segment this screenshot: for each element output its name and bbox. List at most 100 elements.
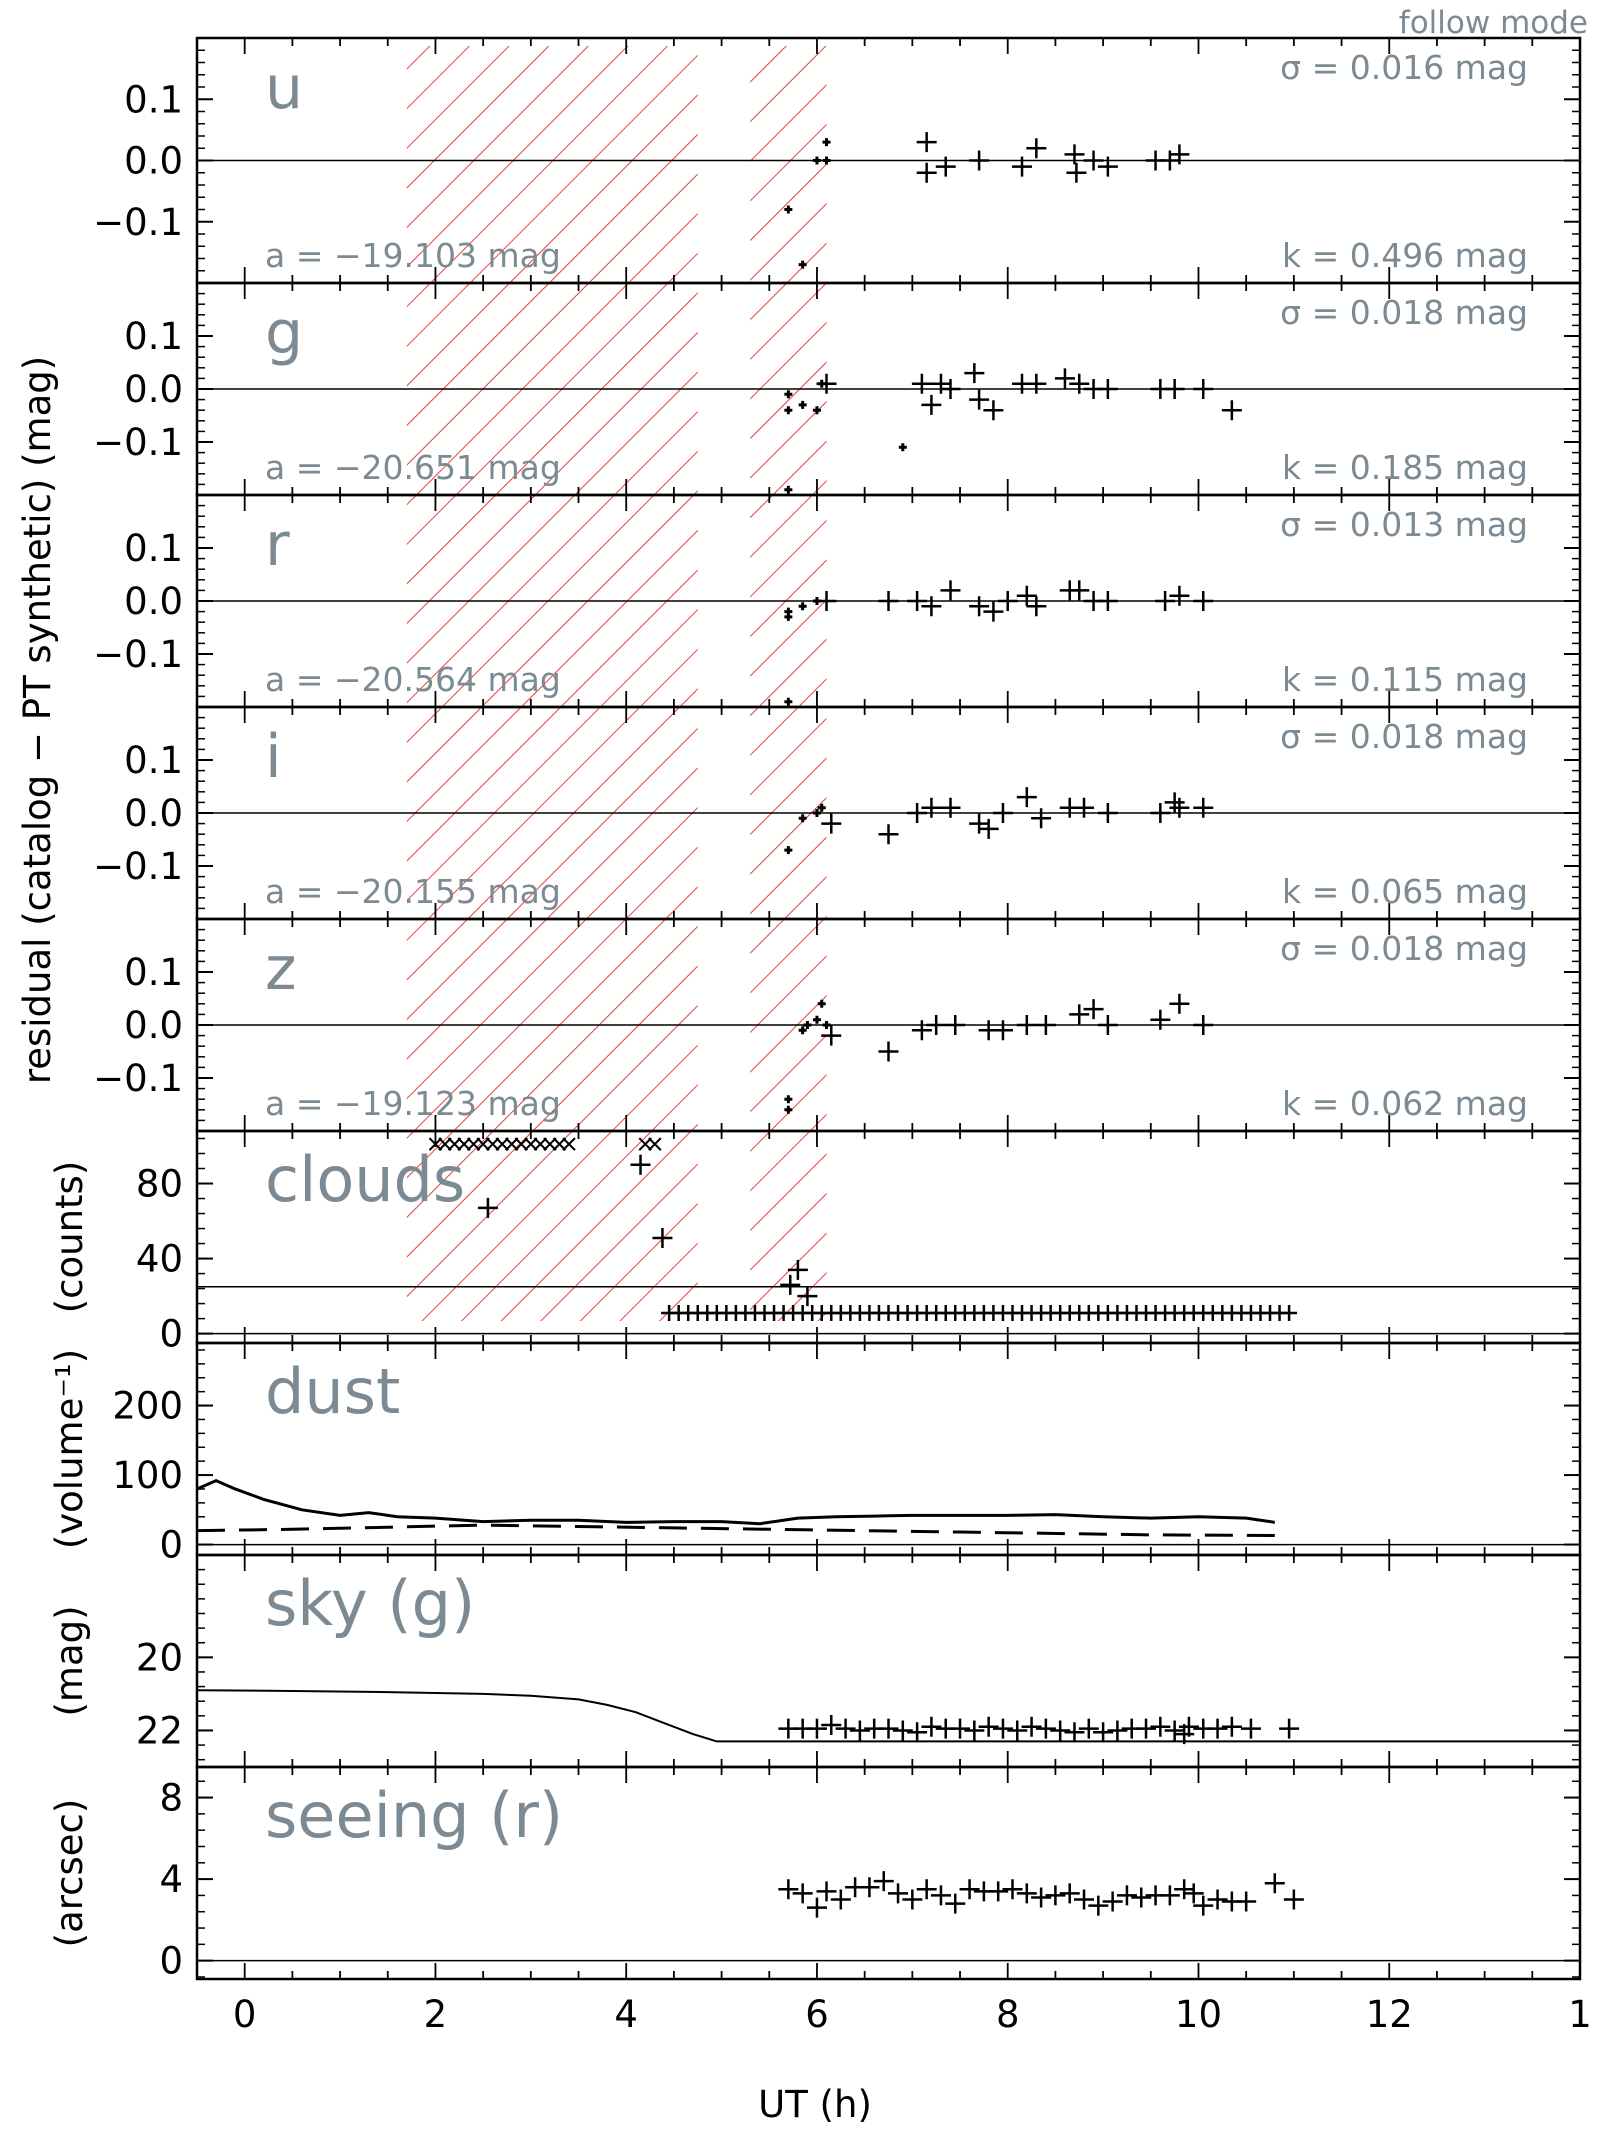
data-point	[1169, 993, 1190, 1014]
panel-label: g	[265, 298, 303, 368]
data-point	[992, 1718, 1013, 1739]
data-point	[1174, 1879, 1195, 1900]
data-point	[1240, 1718, 1261, 1739]
data-point	[806, 1718, 827, 1739]
data-point	[1093, 1722, 1114, 1743]
data-point	[921, 394, 942, 415]
panel-label: r	[265, 510, 290, 580]
panel-dust: 200 100 0 dust (volume⁻¹)	[48, 1341, 1582, 1567]
x-tick-label: 6	[805, 1993, 829, 2036]
y-tick-label: 22	[136, 1709, 183, 1752]
data-point	[1021, 1716, 1042, 1737]
data-point	[1097, 591, 1118, 611]
y-tick-label: 0.1	[124, 951, 183, 994]
panel-ylabel: (volume⁻¹)	[48, 1349, 91, 1549]
data-point	[1059, 1883, 1080, 1904]
data-point	[930, 373, 951, 394]
data-point	[983, 601, 1004, 622]
panel-clouds: 80 40 0 clouds (counts)	[48, 1129, 1582, 1356]
saturated-marker	[505, 1137, 519, 1151]
data-point	[477, 1197, 498, 1218]
data-point	[888, 1883, 909, 1904]
data-point	[1131, 1887, 1152, 1908]
data-point	[1016, 787, 1037, 808]
shared-ylabel: residual (catalog − PT synthetic) (mag)	[16, 356, 59, 1084]
data-point	[1035, 1015, 1056, 1035]
data-point	[812, 809, 821, 817]
data-point	[817, 999, 826, 1008]
data-point	[964, 363, 985, 384]
data-point	[1016, 1015, 1037, 1035]
data-point	[940, 580, 961, 601]
data-point	[1155, 591, 1176, 611]
x-tick-label: 1	[1568, 1993, 1592, 2036]
data-point	[969, 813, 990, 834]
y-tick-label: 40	[136, 1238, 183, 1281]
data-point	[1150, 1716, 1171, 1737]
data-point	[1150, 1009, 1171, 1030]
data-point	[652, 1227, 673, 1248]
y-tick-label: 0.0	[124, 792, 183, 835]
data-point	[1064, 1722, 1085, 1743]
data-point	[992, 803, 1013, 823]
data-point	[822, 1021, 831, 1029]
zeropoint-annotation: a = −20.155 mag	[265, 872, 561, 911]
y-tick-label: 20	[136, 1636, 183, 1679]
panel-ylabel: (mag)	[48, 1605, 91, 1716]
model-curve	[196, 1689, 1580, 1743]
series-line	[196, 1478, 1276, 1526]
panel-g: 0.1 0.0 −0.1 g σ = 0.018 mag a = −20.651 mag k…	[93, 281, 1582, 497]
data-point	[1012, 156, 1033, 177]
data-point	[1045, 1885, 1066, 1906]
data-point	[816, 1881, 837, 1902]
data-point	[1097, 156, 1118, 177]
data-point	[1074, 797, 1095, 818]
data-point	[812, 156, 821, 165]
data-point	[878, 1718, 899, 1739]
y-tick-label: 0.1	[124, 527, 183, 570]
data-point	[798, 602, 807, 611]
data-point	[983, 400, 1004, 421]
data-point	[1193, 379, 1214, 399]
data-point	[630, 1154, 651, 1175]
x-tick-label: 0	[233, 1993, 257, 2036]
y-tick-label: 0	[159, 1313, 183, 1356]
data-point	[1026, 138, 1047, 159]
data-point	[816, 373, 837, 394]
data-point	[945, 1893, 966, 1914]
sigma-annotation: σ = 0.016 mag	[1280, 48, 1528, 87]
panel-frame	[195, 1765, 1582, 1981]
data-point	[1007, 1720, 1028, 1741]
data-point	[1164, 792, 1185, 813]
data-point	[1169, 797, 1190, 818]
panel-label: dust	[265, 1355, 400, 1428]
data-point	[1088, 1895, 1109, 1916]
panel-z: 0.1 0.0 −0.1 z σ = 0.018 mag a = −19.123 mag k…	[93, 917, 1582, 1133]
data-point	[907, 1722, 928, 1743]
x-tick-label: 8	[996, 1993, 1020, 2036]
data-point	[806, 1897, 827, 1918]
data-point	[978, 1716, 999, 1737]
data-point	[1026, 596, 1047, 617]
y-tick-label: 0.1	[124, 739, 183, 782]
sigma-annotation: σ = 0.013 mag	[1280, 505, 1528, 544]
data-point	[1193, 1015, 1214, 1035]
data-point	[1050, 1720, 1071, 1741]
data-point	[784, 1105, 793, 1114]
data-point	[1083, 999, 1104, 1020]
data-point	[1281, 1304, 1298, 1321]
data-point	[792, 1883, 813, 1904]
data-point	[873, 1871, 894, 1892]
panel-u: 0.1 0.0 −0.1 u σ = 0.016 mag a = −19.103 mag k…	[93, 36, 1582, 285]
data-point	[812, 1015, 821, 1024]
data-point	[940, 797, 961, 818]
data-point	[1002, 1879, 1023, 1900]
y-tick-label: 200	[112, 1385, 183, 1428]
panel-frame	[195, 1341, 1582, 1557]
mode-label: follow mode	[1399, 5, 1588, 41]
y-tick-label: −0.1	[93, 633, 183, 676]
data-point	[1221, 1716, 1242, 1737]
y-tick-label: 0.1	[124, 78, 183, 121]
data-point	[817, 803, 826, 812]
data-point	[969, 150, 990, 171]
